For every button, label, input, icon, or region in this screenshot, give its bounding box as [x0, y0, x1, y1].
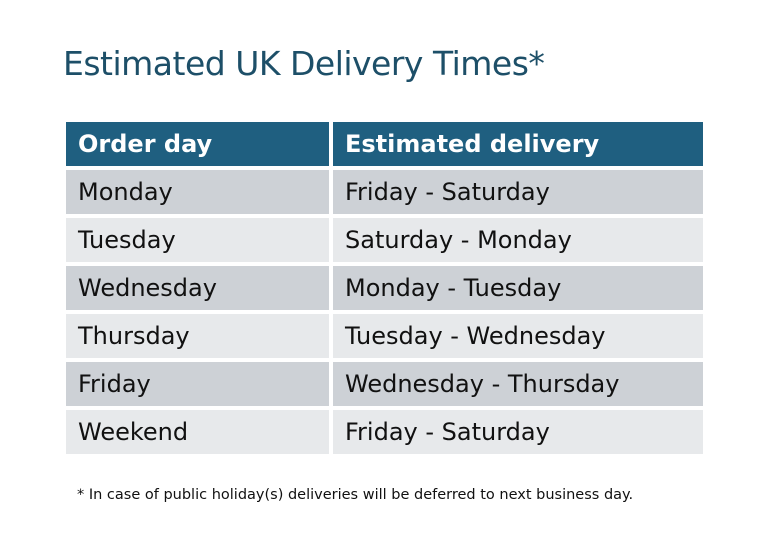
- estimated-delivery-cell: Monday - Tuesday: [333, 266, 703, 310]
- order-day-cell: Thursday: [66, 314, 329, 358]
- estimated-delivery-cell: Tuesday - Wednesday: [333, 314, 703, 358]
- table-row: Weekend Friday - Saturday: [66, 410, 703, 454]
- table-row: Tuesday Saturday - Monday: [66, 218, 703, 262]
- estimated-delivery-cell: Friday - Saturday: [333, 410, 703, 454]
- table-header-row: Order day Estimated delivery: [66, 122, 703, 166]
- order-day-cell: Monday: [66, 170, 329, 214]
- column-header-estimated-delivery: Estimated delivery: [333, 122, 703, 166]
- delivery-table: Order day Estimated delivery Monday Frida…: [62, 118, 707, 458]
- order-day-cell: Wednesday: [66, 266, 329, 310]
- table-row: Thursday Tuesday - Wednesday: [66, 314, 703, 358]
- order-day-cell: Friday: [66, 362, 329, 406]
- order-day-cell: Weekend: [66, 410, 329, 454]
- estimated-delivery-cell: Saturday - Monday: [333, 218, 703, 262]
- footnote: * In case of public holiday(s) deliverie…: [77, 487, 634, 503]
- estimated-delivery-cell: Wednesday - Thursday: [333, 362, 703, 406]
- table-row: Wednesday Monday - Tuesday: [66, 266, 703, 310]
- table-row: Monday Friday - Saturday: [66, 170, 703, 214]
- table-row: Friday Wednesday - Thursday: [66, 362, 703, 406]
- order-day-cell: Tuesday: [66, 218, 329, 262]
- column-header-order-day: Order day: [66, 122, 329, 166]
- page-title: Estimated UK Delivery Times*: [63, 44, 545, 83]
- estimated-delivery-cell: Friday - Saturday: [333, 170, 703, 214]
